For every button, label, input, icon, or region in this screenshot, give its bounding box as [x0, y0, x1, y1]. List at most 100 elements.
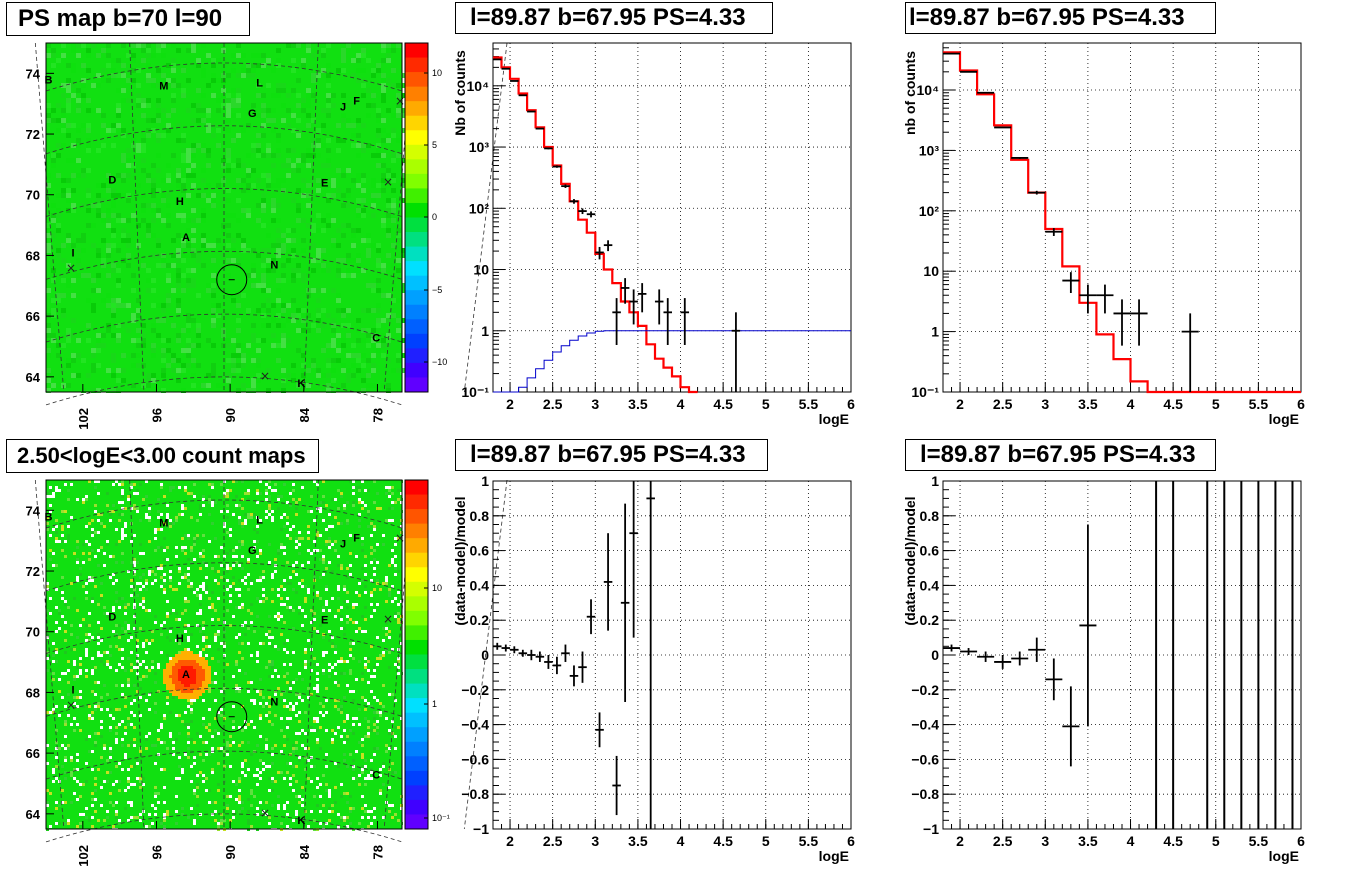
- map-bottom-pixel: [256, 516, 259, 519]
- map-bottom-pixel: [193, 558, 196, 561]
- map-top-pixel: [391, 368, 396, 373]
- map-top-pixel: [106, 173, 111, 178]
- map-bottom-pixel: [307, 588, 310, 591]
- map-bottom-pixel: [124, 630, 127, 633]
- map-top-pixel: [291, 268, 296, 273]
- map-bottom-pixel: [292, 651, 295, 654]
- map-top-pixel: [116, 378, 121, 383]
- map-bottom-pixel: [262, 696, 265, 699]
- map-top-pixel: [141, 143, 146, 148]
- map-top-pixel: [386, 338, 391, 343]
- residual-right-xlabel: logE: [1269, 848, 1299, 864]
- map-bottom-pixel: [349, 807, 352, 810]
- map-top-pixel: [281, 378, 286, 383]
- map-bottom-pixel: [88, 819, 91, 822]
- map-bottom-pixel: [319, 702, 322, 705]
- map-top-pixel: [251, 63, 256, 68]
- map-bottom-pixel: [160, 651, 163, 654]
- map-bottom-pixel: [340, 672, 343, 675]
- map-top-pixel: [341, 368, 346, 373]
- map-top-pixel: [241, 163, 246, 168]
- map-top-pixel: [261, 338, 266, 343]
- map-bottom-pixel: [241, 540, 244, 543]
- map-bottom-pixel: [202, 582, 205, 585]
- map-bottom-pixel: [325, 540, 328, 543]
- map-top-colorbar-cell: [405, 72, 428, 88]
- map-top-pixel: [181, 138, 186, 143]
- map-top-pixel: [186, 78, 191, 83]
- map-top-pixel: [401, 338, 406, 343]
- map-bottom-pixel: [73, 597, 76, 600]
- map-bottom-pixel: [271, 762, 274, 765]
- residual-right-xtick-label: 5.5: [1249, 833, 1269, 849]
- map-top-pixel: [66, 278, 71, 283]
- map-bottom-colorbar-cell: [405, 654, 428, 670]
- map-top-pixel: [236, 43, 241, 48]
- map-bottom-pixel: [241, 729, 244, 732]
- map-top-pixel: [341, 118, 346, 123]
- map-bottom-pixel: [202, 666, 205, 669]
- map-bottom-pixel: [220, 690, 223, 693]
- map-bottom-pixel: [349, 534, 352, 537]
- map-bottom-pixel: [82, 585, 85, 588]
- map-bottom-pixel: [169, 732, 172, 735]
- map-bottom-pixel: [133, 744, 136, 747]
- map-top-pixel: [216, 58, 221, 63]
- map-top-pixel: [91, 368, 96, 373]
- map-top-pixel: [141, 208, 146, 213]
- map-bottom-pixel: [127, 681, 130, 684]
- map-top-pixel: [251, 248, 256, 253]
- map-bottom-pixel: [76, 768, 79, 771]
- map-bottom-pixel: [214, 555, 217, 558]
- map-bottom-pixel: [160, 546, 163, 549]
- map-top-pixel: [161, 303, 166, 308]
- map-bottom-pixel: [343, 819, 346, 822]
- map-bottom-pixel: [169, 570, 172, 573]
- map-bottom-pixel: [379, 702, 382, 705]
- map-top-pixel: [361, 173, 366, 178]
- map-top-pixel: [56, 193, 61, 198]
- map-top-pixel: [386, 388, 391, 393]
- map-bottom-pixel: [262, 600, 265, 603]
- map-bottom-pixel: [208, 498, 211, 501]
- map-bottom-pixel: [148, 519, 151, 522]
- map-bottom-pixel: [238, 795, 241, 798]
- map-top-pixel: [261, 108, 266, 113]
- map-bottom-pixel: [370, 705, 373, 708]
- map-bottom-pixel: [208, 687, 211, 690]
- map-bottom-pixel: [277, 495, 280, 498]
- map-bottom-pixel: [166, 627, 169, 630]
- map-bottom-pixel: [58, 612, 61, 615]
- map-bottom-pixel: [58, 714, 61, 717]
- map-bottom-pixel: [100, 597, 103, 600]
- map-bottom-pixel: [304, 747, 307, 750]
- map-bottom-pixel: [124, 525, 127, 528]
- map-bottom-pixel: [202, 627, 205, 630]
- map-top-colorbar-cell: [405, 275, 428, 291]
- map-bottom-pixel: [85, 582, 88, 585]
- map-top-pixel: [126, 148, 131, 153]
- map-bottom-pixel: [211, 813, 214, 816]
- map-top-pixel: [251, 68, 256, 73]
- map-bottom-pixel: [304, 666, 307, 669]
- map-top-pixel: [246, 273, 251, 278]
- map-top-pixel: [111, 333, 116, 338]
- map-top-pixel: [186, 148, 191, 153]
- map-top-pixel: [386, 53, 391, 58]
- map-bottom-grid-parallel: [45, 499, 403, 529]
- map-bottom-pixel: [49, 489, 52, 492]
- map-top-pixel: [136, 308, 141, 313]
- map-bottom-pixel: [100, 513, 103, 516]
- map-top-pixel: [391, 243, 396, 248]
- map-top-pixel: [361, 208, 366, 213]
- map-bottom-pixel: [91, 816, 94, 819]
- map-bottom-pixel: [196, 675, 199, 678]
- map-bottom-pixel: [241, 555, 244, 558]
- map-bottom-pixel: [52, 771, 55, 774]
- map-top-pixel: [226, 108, 231, 113]
- map-bottom-pixel: [199, 672, 202, 675]
- map-bottom-source-label: B: [44, 511, 52, 523]
- map-top-pixel: [151, 208, 156, 213]
- map-bottom-pixel: [184, 666, 187, 669]
- map-top-pixel: [251, 183, 256, 188]
